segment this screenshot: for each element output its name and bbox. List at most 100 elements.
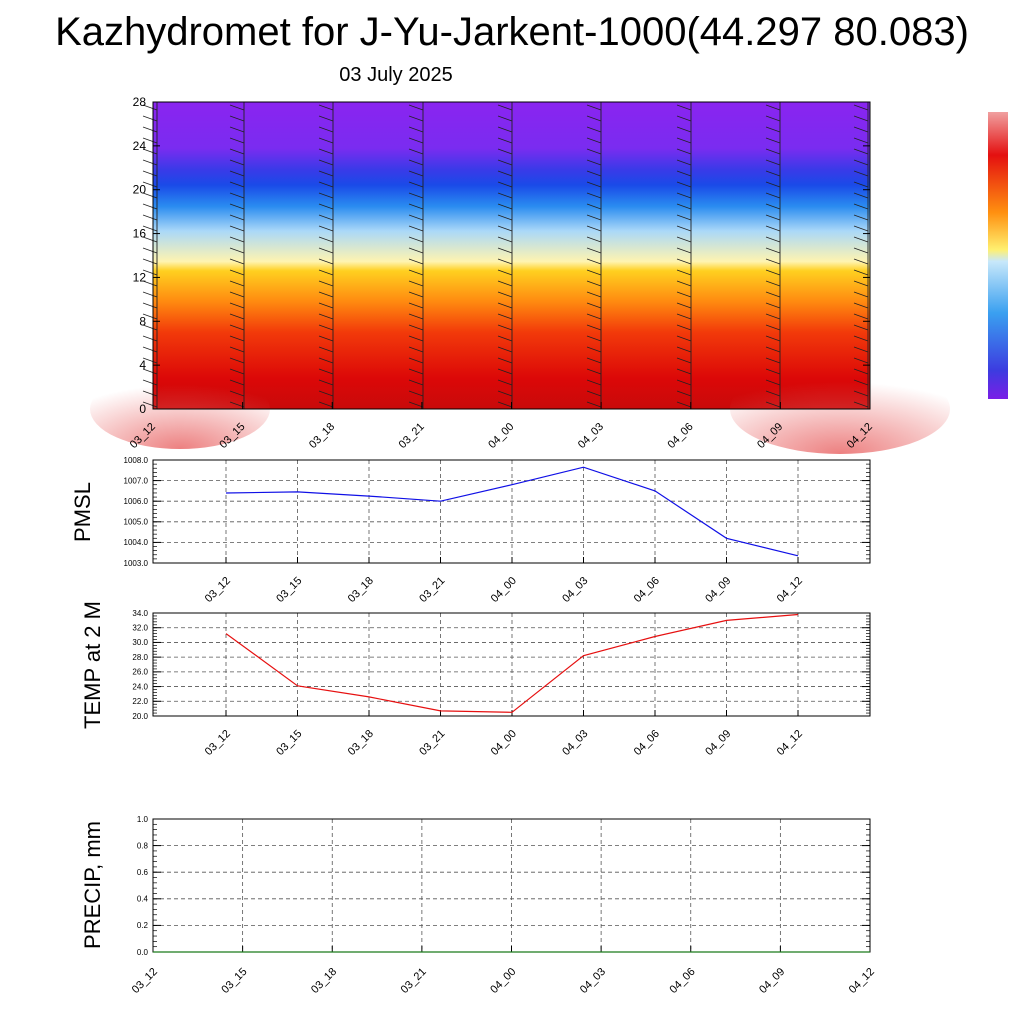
- wind-barb-flag: [229, 379, 245, 386]
- pmsl-x-tick-label: 04_09: [703, 575, 733, 605]
- wind-barb-flag: [318, 357, 334, 364]
- wind-barb-flag: [853, 247, 869, 254]
- wind-barb-flag: [408, 225, 424, 232]
- wind-barb-flag: [497, 159, 513, 166]
- wind-barb-flag: [586, 192, 602, 199]
- wind-barb-flag: [318, 335, 334, 342]
- pmsl-y-tick-label: 1007.0: [124, 476, 149, 485]
- wind-barb-flag: [229, 390, 245, 397]
- wind-barb-flag: [497, 181, 513, 188]
- wind-barb-flag: [229, 203, 245, 210]
- wind-barb-flag: [142, 159, 158, 166]
- heatmap-y-tick-label: 12: [133, 270, 147, 284]
- wind-barb-flag: [586, 357, 602, 364]
- wind-barb-flag: [142, 291, 158, 298]
- temp-x-tick-label: 04_03: [560, 728, 590, 758]
- chart-subtitle: 03 July 2025: [339, 64, 453, 86]
- wind-barb-flag: [676, 170, 692, 177]
- wind-barb-flag: [853, 258, 869, 265]
- pmsl-x-tick-label: 03_15: [274, 575, 304, 605]
- wind-barb-flag: [676, 258, 692, 265]
- wind-barb-flag: [318, 203, 334, 210]
- heatmap-x-tick-label: 03_21: [397, 421, 427, 451]
- wind-barb-flag: [408, 137, 424, 144]
- wind-barb-flag: [497, 148, 513, 155]
- wind-barb-flag: [142, 137, 158, 144]
- wind-barb-flag: [318, 379, 334, 386]
- wind-barb-flag: [497, 269, 513, 276]
- wind-barb-flag: [853, 302, 869, 309]
- wind-barb-flag: [229, 148, 245, 155]
- wind-barb-flag: [408, 379, 424, 386]
- temp-x-tick-label: 04_09: [703, 728, 733, 758]
- wind-barb-flag: [586, 115, 602, 122]
- wind-barb-flag: [586, 401, 602, 408]
- wind-barb-flag: [408, 401, 424, 408]
- wind-barb-flag: [497, 236, 513, 243]
- wind-barb-flag: [142, 170, 158, 177]
- wind-barb-flag: [853, 225, 869, 232]
- wind-barb-flag: [765, 170, 781, 177]
- wind-barb-flag: [676, 148, 692, 155]
- precip-y-tick-label: 0.4: [137, 895, 149, 904]
- wind-barb-flag: [497, 225, 513, 232]
- wind-barb-flag: [676, 313, 692, 320]
- wind-barb-flag: [229, 346, 245, 353]
- wind-barb-flag: [229, 115, 245, 122]
- temp-y-tick-label: 26.0: [132, 668, 148, 677]
- wind-barb-flag: [765, 104, 781, 111]
- wind-barb-flag: [142, 357, 158, 364]
- wind-barb-flag: [318, 159, 334, 166]
- pmsl-x-tick-label: 04_12: [775, 575, 805, 605]
- wind-barb-flag: [765, 192, 781, 199]
- wind-barb-flag: [142, 346, 158, 353]
- heatmap-y-tick-label: 28: [133, 95, 147, 109]
- wind-barb-flag: [676, 115, 692, 122]
- wind-barb-flag: [676, 324, 692, 331]
- pmsl-grid: [153, 460, 870, 563]
- wind-barb-flag: [408, 269, 424, 276]
- wind-barb-flag: [318, 401, 334, 408]
- wind-barb-flag: [853, 203, 869, 210]
- wind-barb-flag: [408, 181, 424, 188]
- wind-barb-flag: [229, 368, 245, 375]
- wind-barb-flag: [765, 148, 781, 155]
- wind-barb-flag: [676, 214, 692, 221]
- wind-barb-flag: [408, 104, 424, 111]
- wind-barb-flag: [676, 357, 692, 364]
- wind-barb-flag: [497, 302, 513, 309]
- wind-barb-flag: [586, 148, 602, 155]
- heatmap-x-tick-label: 04_00: [486, 421, 516, 451]
- precip-x-tick-label: 04_09: [757, 966, 787, 996]
- wind-barb-flag: [408, 324, 424, 331]
- wind-barb-flag: [765, 280, 781, 287]
- wind-barb-flag: [676, 401, 692, 408]
- wind-barb-flag: [765, 236, 781, 243]
- heatmap-x-tick-label: 04_06: [666, 421, 696, 451]
- wind-barb-flag: [229, 269, 245, 276]
- precip-x-tick-label: 04_03: [578, 966, 608, 996]
- wind-barb-flag: [497, 170, 513, 177]
- wind-barb-flag: [497, 401, 513, 408]
- wind-barb-flag: [676, 379, 692, 386]
- wind-barb-flag: [676, 137, 692, 144]
- wind-barb-flag: [853, 390, 869, 397]
- wind-barb-flag: [586, 247, 602, 254]
- chart-title: Kazhydromet for J-Yu-Jarkent-1000(44.297…: [55, 10, 969, 54]
- wind-barb-flag: [853, 335, 869, 342]
- wind-barb-flag: [318, 269, 334, 276]
- wind-barb-flag: [853, 115, 869, 122]
- wind-barb-flag: [676, 225, 692, 232]
- wind-barb-flag: [586, 214, 602, 221]
- wind-barbs: [142, 102, 869, 409]
- wind-barb-flag: [408, 126, 424, 133]
- wind-barb-flag: [765, 159, 781, 166]
- wind-barb-flag: [318, 236, 334, 243]
- temp-grid: [153, 613, 870, 716]
- wind-barb-flag: [586, 302, 602, 309]
- wind-barb-flag: [765, 181, 781, 188]
- wind-barb-flag: [318, 247, 334, 254]
- heatmap-y-tick-label: 8: [139, 314, 146, 328]
- wind-barb-flag: [765, 115, 781, 122]
- wind-barb-flag: [586, 390, 602, 397]
